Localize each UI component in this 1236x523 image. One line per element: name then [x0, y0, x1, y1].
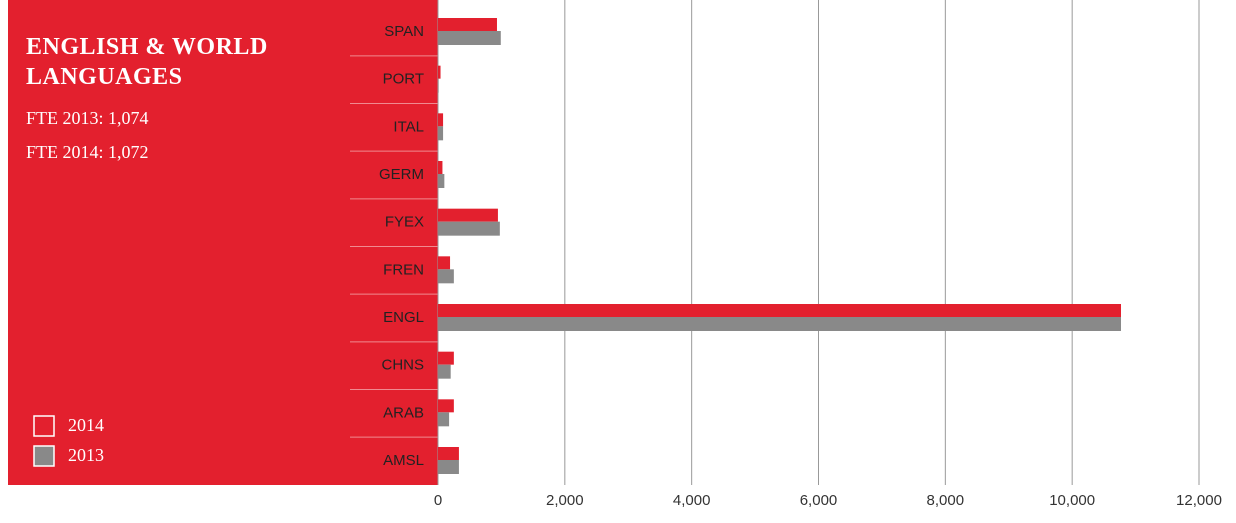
bar	[438, 126, 444, 141]
y-tick-label: FREN	[383, 261, 424, 278]
bar	[438, 78, 439, 93]
bar	[438, 412, 450, 427]
legend-label: 2014	[68, 415, 104, 435]
bar	[438, 399, 454, 413]
y-tick-label: CHNS	[381, 357, 424, 374]
chart-title: ENGLISH & WORLD LANGUAGES	[26, 34, 268, 90]
bar	[438, 364, 451, 379]
y-tick-label: GERM	[379, 166, 424, 183]
bar	[438, 174, 445, 188]
legend-swatch	[33, 415, 55, 437]
y-tick-label: PORT	[383, 71, 424, 88]
y-tick-label: ITAL	[393, 118, 424, 135]
y-tick-label: ENGL	[383, 309, 424, 326]
bar	[438, 351, 454, 365]
bar	[438, 31, 501, 45]
bar	[438, 208, 498, 222]
x-tick-label: 10,000	[1049, 492, 1095, 509]
bar	[438, 161, 443, 174]
bar	[438, 65, 441, 79]
legend-label: 2013	[68, 445, 104, 465]
x-tick-label: 12,000	[1176, 492, 1222, 509]
bar	[438, 447, 459, 460]
y-tick-label: AMSL	[383, 452, 424, 469]
legend-swatch	[33, 445, 55, 467]
bar	[438, 221, 500, 236]
x-tick-label: 4,000	[673, 492, 711, 509]
annotation: FTE 2013: 1,074	[26, 108, 149, 128]
annotation: FTE 2014: 1,072	[26, 142, 149, 162]
x-tick-label: 2,000	[546, 492, 584, 509]
x-tick-label: 8,000	[927, 492, 965, 509]
y-tick-label: SPAN	[384, 23, 424, 40]
y-tick-label: FYEX	[385, 214, 424, 231]
bar	[438, 18, 497, 31]
bar	[438, 256, 451, 270]
bar	[438, 269, 454, 284]
bar	[438, 317, 1121, 331]
bar	[438, 460, 459, 474]
y-tick-label: ARAB	[383, 404, 424, 421]
x-tick-label: 6,000	[800, 492, 838, 509]
x-tick-label: 0	[434, 492, 442, 509]
bar	[438, 113, 444, 127]
bar	[438, 304, 1121, 317]
panel	[8, 0, 438, 485]
